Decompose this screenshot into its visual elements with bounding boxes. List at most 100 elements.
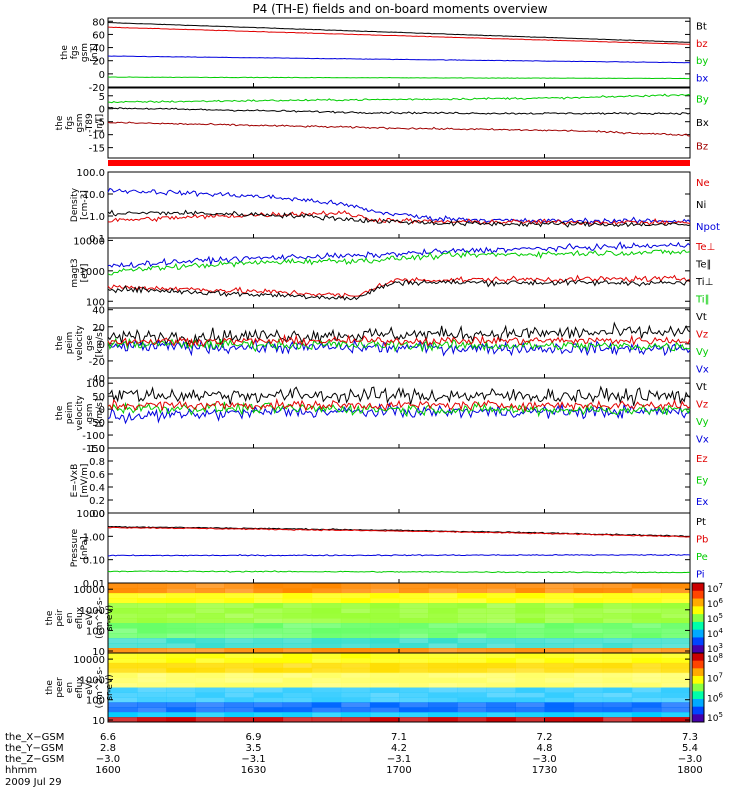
y-axis-label: [cm-3]	[80, 190, 90, 220]
heatmap-cell	[340, 583, 371, 589]
heatmap-cell	[369, 707, 400, 713]
panel-density	[107, 171, 691, 239]
y-tick-label: 1.0	[89, 212, 105, 223]
colorbar-segment	[692, 699, 704, 708]
xaxis-value: −3.1	[241, 754, 265, 765]
y-tick-label: 0	[99, 105, 105, 116]
heatmap-cell	[253, 593, 284, 599]
series-line-bx	[107, 55, 691, 64]
heatmap-cell	[282, 638, 313, 644]
heatmap-cell	[399, 643, 429, 649]
heatmap-cell	[602, 692, 633, 698]
heatmap-cell	[399, 638, 429, 644]
heatmap-cell	[515, 662, 545, 669]
heatmap-cell	[602, 672, 633, 679]
heatmap-cell	[311, 643, 342, 649]
y-tick-label: 0	[99, 70, 105, 81]
heatmap-cell	[660, 633, 691, 639]
series-line-Bz	[107, 121, 691, 137]
heatmap-cell	[311, 682, 342, 688]
legend-Npot: Npot	[696, 222, 720, 233]
heatmap-cell	[195, 672, 225, 679]
heatmap-cell	[369, 583, 400, 589]
heatmap-cell	[428, 717, 458, 723]
heatmap-cell	[340, 623, 371, 629]
heatmap-cell	[108, 588, 138, 594]
heatmap-cell	[166, 677, 196, 684]
heatmap-cell	[399, 692, 429, 698]
heatmap-cell	[166, 583, 196, 589]
heatmap-cell	[486, 707, 516, 713]
heatmap-cell	[428, 687, 458, 693]
xaxis-value: 7.2	[537, 732, 553, 743]
heatmap-cell	[108, 638, 138, 644]
colorbar-segment	[692, 629, 704, 638]
series-line-Ti⊥	[107, 241, 691, 268]
heatmap-cell	[282, 677, 313, 684]
heatmap-cell	[428, 677, 458, 684]
y-axis-label: velocity	[75, 395, 85, 431]
heatmap-cell	[399, 593, 429, 599]
panel-peir	[107, 582, 705, 654]
colorbar-label: 107	[707, 672, 723, 685]
y-axis-label: (cm^2-s-	[95, 667, 105, 709]
heatmap-cell	[602, 598, 633, 604]
heatmap-cell	[311, 618, 342, 624]
heatmap-cell	[108, 583, 138, 589]
heatmap-cell	[369, 697, 400, 703]
legend-Ni: Ni	[696, 200, 706, 211]
colorbar-segment	[692, 714, 704, 723]
heatmap-cell	[631, 662, 662, 669]
panel-efield	[107, 447, 691, 514]
y-axis-label: magt3	[70, 258, 80, 287]
heatmap-cell	[428, 682, 458, 688]
heatmap-cell	[457, 697, 487, 703]
series-line-By	[107, 93, 691, 104]
heatmap-cell	[544, 712, 575, 718]
heatmap-cell	[195, 633, 225, 639]
heatmap-cell	[544, 628, 575, 634]
heatmap-cell	[399, 672, 429, 679]
heatmap-cell	[457, 643, 487, 649]
heatmap-cell	[253, 603, 284, 609]
heatmap-cell	[457, 593, 487, 599]
heatmap-cell	[486, 613, 516, 619]
y-axis-label: the	[45, 680, 55, 695]
heatmap-cell	[428, 702, 458, 708]
heatmap-cell	[631, 588, 662, 594]
heatmap-cell	[195, 618, 225, 624]
heatmap-cell	[573, 687, 604, 693]
heatmap-cell	[573, 613, 604, 619]
y-tick-label: 0.1	[89, 234, 105, 245]
heatmap-cell	[544, 633, 575, 639]
y-tick-label: 0	[99, 340, 105, 351]
heatmap-cell	[253, 588, 284, 594]
heatmap-cell	[399, 687, 429, 693]
heatmap-cell	[631, 692, 662, 698]
legend-Bz: Bz	[696, 141, 708, 152]
heatmap-cell	[108, 667, 138, 674]
heatmap-cell	[195, 593, 225, 599]
heatmap-cell	[486, 677, 516, 684]
xaxis-value: 1730	[532, 765, 557, 776]
heatmap-cell	[602, 633, 633, 639]
heatmap-cell	[515, 603, 545, 609]
y-tick-label: 100	[86, 696, 105, 707]
heatmap-cell	[428, 653, 458, 659]
heatmap-cell	[515, 593, 545, 599]
heatmap-cell	[311, 717, 342, 723]
heatmap-cell	[573, 697, 604, 703]
heatmap-cell	[224, 643, 254, 649]
heatmap-cell	[573, 672, 604, 679]
heatmap-cell	[166, 662, 196, 669]
heatmap-cell	[573, 633, 604, 639]
heatmap-cell	[311, 613, 342, 619]
legend-Vx: Vx	[696, 364, 709, 375]
heatmap-cell	[428, 588, 458, 594]
y-tick-label: 60	[92, 30, 105, 41]
heatmap-cell	[137, 598, 167, 604]
heatmap-cell	[108, 623, 138, 629]
heatmap-cell	[631, 677, 662, 684]
heatmap-cell	[631, 583, 662, 589]
panel-frame	[107, 171, 691, 239]
